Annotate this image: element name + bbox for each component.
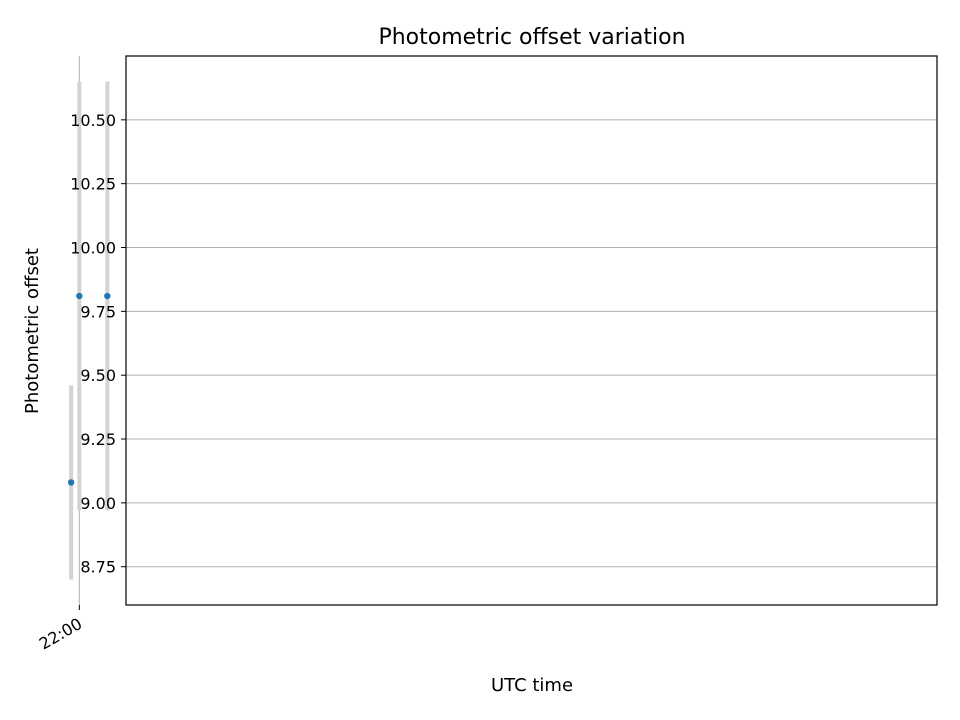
y-tick-label: 10.25 bbox=[70, 175, 116, 194]
data-point bbox=[76, 292, 83, 300]
y-tick-label: 9.25 bbox=[80, 430, 116, 449]
plot-frame bbox=[125, 55, 938, 606]
y-tick-label: 9.50 bbox=[80, 366, 116, 385]
x-axis-label: UTC time bbox=[491, 675, 573, 696]
chart-title: Photometric offset variation bbox=[378, 25, 685, 50]
y-tick-label: 10.00 bbox=[70, 239, 116, 258]
data-point bbox=[104, 292, 111, 300]
y-tick-label: 9.00 bbox=[80, 494, 116, 513]
y-tick-label: 9.75 bbox=[80, 302, 116, 321]
y-axis-label: Photometric offset bbox=[22, 248, 43, 414]
data-point bbox=[67, 479, 75, 486]
y-tick-label: 10.50 bbox=[70, 111, 116, 130]
y-tick-label: 8.75 bbox=[80, 558, 116, 577]
data-points bbox=[67, 292, 111, 486]
